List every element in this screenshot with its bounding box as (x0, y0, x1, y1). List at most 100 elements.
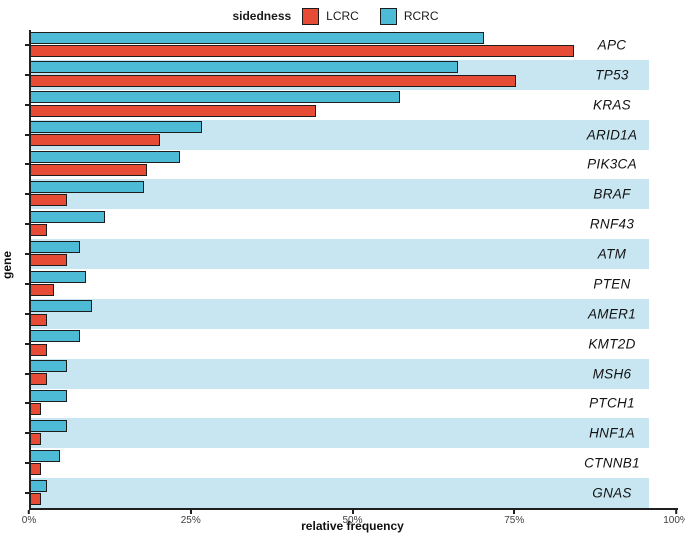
gene-row: KMT2D (25, 329, 678, 359)
gene-label: BRAF (593, 186, 631, 202)
x-axis: 0% 25% 50% 75% 100% (22, 510, 685, 532)
bar-rcrc (31, 210, 106, 223)
y-axis-tick (25, 253, 29, 256)
row-stripe (31, 478, 649, 508)
gene-label: HNF1A (589, 425, 635, 441)
bar-lcrc (31, 224, 48, 237)
bar-rcrc (31, 91, 400, 104)
gene-row: CTNNB1 (25, 448, 678, 478)
gene-label: GNAS (592, 485, 632, 501)
y-axis-tick (25, 223, 29, 226)
bar-rcrc (31, 180, 145, 193)
bar-lcrc (31, 104, 316, 117)
gene-label: RNF43 (589, 216, 635, 232)
bar-rcrc (31, 330, 80, 343)
bar-lcrc (31, 164, 148, 177)
gene-row: GNAS (25, 478, 678, 508)
bar-rcrc (31, 270, 86, 283)
gene-label: APC (597, 37, 627, 53)
gene-label: KRAS (593, 97, 631, 113)
legend-label-lcrc: LCRC (326, 9, 359, 23)
bar-lcrc (31, 373, 48, 386)
bar-lcrc (31, 194, 67, 207)
bar-lcrc (31, 283, 54, 296)
gene-row: KRAS (25, 90, 678, 120)
gene-row: HNF1A (25, 418, 678, 449)
legend-swatch-lcrc (302, 7, 320, 25)
y-axis-title: gene (0, 251, 14, 280)
gene-label: ATM (597, 246, 627, 262)
y-axis-tick (25, 372, 29, 375)
gene-label: TP53 (595, 67, 629, 83)
gene-row: PIK3CA (25, 150, 678, 180)
gene-label: ARID1A (586, 127, 638, 143)
x-tick-label: 75% (504, 515, 525, 526)
legend-swatch-rcrc (379, 7, 397, 25)
bar-lcrc (31, 313, 48, 326)
bar-lcrc (31, 343, 48, 356)
y-axis-tick (25, 312, 29, 315)
x-tick-mark (351, 510, 354, 514)
x-tick-label: 0% (21, 515, 37, 526)
y-axis-tick (25, 432, 29, 435)
bar-lcrc (31, 44, 575, 57)
bar-lcrc (31, 403, 41, 416)
y-axis-tick (25, 43, 29, 46)
bar-rcrc (31, 360, 67, 373)
gene-row: ARID1A (25, 119, 678, 150)
gene-row: RNF43 (25, 209, 678, 239)
gene-row: PTCH1 (25, 389, 678, 419)
x-axis-tick: 0% (22, 510, 36, 526)
x-axis-title: relative frequency (301, 519, 404, 533)
y-axis-tick (25, 193, 29, 196)
gene-row: TP53 (25, 59, 678, 90)
gene-label: KMT2D (588, 336, 636, 352)
bar-rcrc (31, 121, 203, 134)
bar-lcrc (31, 433, 41, 446)
x-tick-mark (189, 510, 192, 514)
legend-title: sidedness (232, 9, 292, 23)
gene-label: CTNNB1 (584, 455, 640, 471)
bar-rcrc (31, 151, 180, 164)
bar-rcrc (31, 419, 67, 432)
x-tick-mark (674, 510, 677, 514)
x-tick-mark (27, 510, 30, 514)
y-axis-tick (25, 342, 29, 345)
y-axis-tick (25, 462, 29, 465)
x-axis-tick: 100% (663, 510, 685, 526)
plot-area: APC TP53 KRAS ARID1A PIK3CA BRAF RNF43 ATM PTEN A… (25, 30, 678, 510)
gene-row: MSH6 (25, 358, 678, 389)
bar-rcrc (31, 449, 61, 462)
y-axis-tick (25, 282, 29, 285)
y-axis-tick (25, 402, 29, 405)
gene-label: AMER1 (587, 306, 637, 322)
gene-label: PIK3CA (587, 156, 637, 172)
y-axis-tick (25, 103, 29, 106)
x-axis-tick: 75% (504, 510, 524, 526)
gene-row: APC (25, 30, 678, 60)
bar-lcrc (31, 463, 41, 476)
y-axis-tick (25, 163, 29, 166)
bar-rcrc (31, 61, 459, 74)
x-tick-label: 25% (180, 515, 201, 526)
y-axis-tick (25, 133, 29, 136)
y-axis-tick (25, 492, 29, 495)
bar-rcrc (31, 240, 80, 253)
gene-row: ATM (25, 239, 678, 269)
row-stripe (31, 358, 649, 389)
bar-lcrc (31, 253, 67, 266)
gene-label: PTEN (593, 276, 631, 292)
gene-label: MSH6 (592, 366, 632, 382)
x-tick-label: 100% (663, 515, 685, 526)
x-tick-mark (513, 510, 516, 514)
bar-lcrc (31, 134, 161, 147)
bar-rcrc (31, 31, 484, 44)
row-stripe (31, 298, 649, 329)
gene-row: AMER1 (25, 298, 678, 329)
legend-label-rcrc: RCRC (403, 9, 439, 23)
gene-row: BRAF (25, 179, 678, 210)
bar-lcrc (31, 492, 41, 505)
bar-rcrc (31, 300, 93, 313)
legend: sidedness LCRC RCRC (0, 4, 685, 28)
x-axis-tick: 50% (342, 510, 363, 526)
